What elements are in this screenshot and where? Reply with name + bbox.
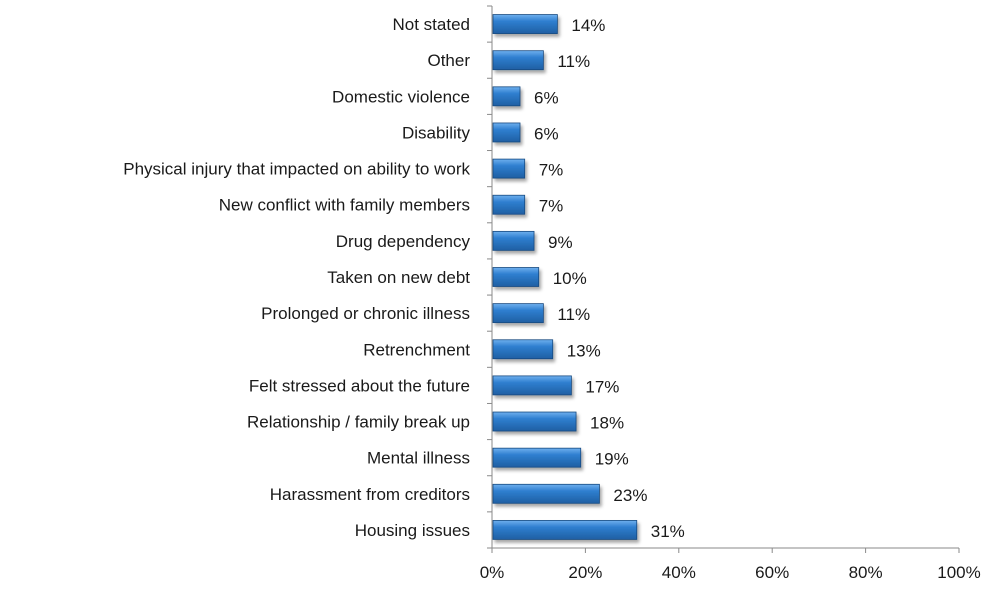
bar-taken-on-new-debt [492,267,540,287]
category-label: Housing issues [355,521,470,540]
category-label: Domestic violence [332,87,470,106]
category-label: Not stated [393,15,471,34]
x-tick-label: 100% [937,563,980,582]
bar-disability [492,122,521,143]
value-label: 23% [613,486,647,505]
bar-physical-injury-that-impacted-on-ability-to-work [492,158,526,179]
bar-housing-issues [492,520,638,540]
x-tick-label: 60% [755,563,789,582]
bar-harassment-from-creditors [492,483,600,504]
bar-domestic-violence [492,86,521,107]
value-label: 6% [534,88,559,107]
value-label: 18% [590,414,624,433]
axes [487,5,960,553]
category-label: Felt stressed about the future [249,376,470,395]
category-label: Other [427,51,470,70]
value-label: 9% [548,233,573,252]
category-label: Harassment from creditors [270,485,470,504]
x-tick-label: 80% [849,563,883,582]
bar-new-conflict-with-family-members [492,194,526,215]
value-label: 19% [595,450,629,469]
x-tick-label: 20% [568,563,602,582]
category-label: Mental illness [367,449,470,468]
labels: 0% 20% 40% 60% 80% 100% Not stated 14% Other 11% D… [123,15,981,582]
category-label: Taken on new debt [327,268,470,287]
bar-mental-illness [492,447,582,468]
value-label: 10% [553,269,587,288]
bar-felt-stressed-about-the-future [492,375,572,396]
value-label: 31% [651,522,685,541]
bar-drug-dependency [492,230,535,251]
category-label: Relationship / family break up [247,413,470,432]
category-label: Disability [402,123,471,142]
bar-relationship-family-break-up [492,411,577,432]
value-label: 7% [539,197,564,216]
value-label: 14% [571,16,605,35]
bar-not-stated [492,14,558,34]
bar-prolonged-or-chronic-illness [492,303,544,324]
bar-retrenchment [492,339,554,360]
value-label: 13% [567,341,601,360]
category-label: Prolonged or chronic illness [261,304,470,323]
value-label: 17% [585,377,619,396]
category-label: New conflict with family members [219,196,470,215]
category-label: Drug dependency [336,232,471,251]
x-tick-label: 0% [480,563,505,582]
value-label: 11% [557,305,590,324]
bars [492,14,638,540]
value-label: 6% [534,124,559,143]
category-label: Retrenchment [363,340,470,359]
category-label: Physical injury that impacted on ability… [123,160,470,179]
value-label: 11% [557,52,590,71]
value-label: 7% [539,161,564,180]
bar-other [492,50,544,71]
x-tick-label: 40% [662,563,696,582]
